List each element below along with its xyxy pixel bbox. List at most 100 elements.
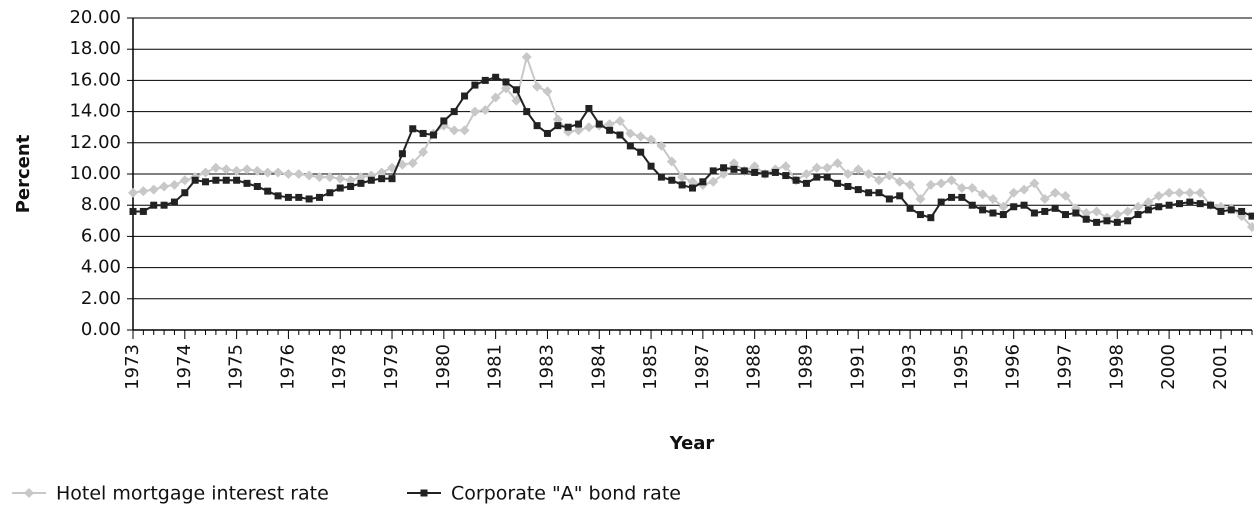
y-tick-label: 0.00 (81, 319, 121, 340)
data-point (1195, 187, 1206, 198)
data-point (1081, 208, 1092, 218)
data-point (987, 193, 998, 204)
data-point (999, 211, 1007, 219)
x-axis-title: Year (669, 433, 715, 454)
data-point (894, 176, 905, 187)
data-point (927, 214, 935, 222)
data-point (751, 168, 759, 176)
data-point (554, 122, 562, 130)
data-point (450, 108, 458, 116)
data-point (1124, 217, 1132, 225)
data-point (469, 106, 480, 117)
data-point (159, 181, 170, 192)
data-point (1164, 187, 1175, 198)
data-point (210, 162, 221, 173)
x-tick-label: 1976 (277, 344, 298, 390)
legend-label: Hotel mortgage interest rate (56, 483, 329, 505)
data-point (459, 125, 470, 136)
data-point (718, 169, 729, 179)
data-point (1103, 217, 1111, 225)
data-point (614, 115, 625, 126)
data-point (637, 148, 645, 156)
data-point (471, 81, 479, 89)
data-point (243, 179, 251, 187)
data-point (1122, 206, 1133, 217)
data-point (761, 170, 769, 178)
data-point (823, 173, 831, 181)
data-point (875, 189, 883, 197)
data-point (616, 131, 624, 139)
data-point (252, 165, 263, 176)
data-point (295, 193, 303, 201)
data-point (378, 175, 386, 183)
y-tick-label: 12.00 (69, 132, 121, 153)
data-point (241, 164, 252, 175)
data-point (1196, 200, 1204, 208)
data-point (543, 129, 551, 137)
data-point (169, 179, 180, 190)
data-point (160, 201, 168, 209)
data-point (1112, 209, 1123, 220)
data-point (1051, 204, 1059, 212)
data-point (1165, 201, 1173, 209)
data-point (1217, 207, 1225, 215)
data-point (1039, 193, 1050, 204)
data-point (511, 95, 522, 106)
data-point (200, 167, 211, 178)
data-point (801, 169, 812, 179)
data-point (1174, 187, 1185, 198)
x-tick-label: 1991 (847, 344, 868, 390)
data-point (480, 105, 491, 116)
data-point (502, 78, 510, 86)
data-point (388, 175, 396, 183)
data-point (367, 176, 375, 184)
y-tick-label: 18.00 (69, 38, 121, 59)
data-point (521, 52, 532, 62)
data-point (191, 176, 199, 184)
data-point (699, 178, 707, 186)
data-point (129, 207, 137, 215)
data-point (1060, 190, 1071, 201)
data-point (1030, 209, 1038, 217)
y-tick-label: 6.00 (81, 225, 121, 246)
data-point (419, 129, 427, 137)
x-tick-label: 1983 (536, 344, 557, 390)
data-point (998, 201, 1009, 212)
data-point (1133, 201, 1144, 212)
data-point (948, 193, 956, 201)
data-point (896, 192, 904, 200)
data-point (906, 204, 914, 212)
data-point (585, 104, 593, 112)
x-tick-label: 1987 (692, 344, 713, 390)
data-point (231, 165, 242, 176)
data-point (542, 86, 553, 97)
data-point (552, 114, 563, 125)
x-tick-label: 1998 (1106, 344, 1127, 390)
data-point (657, 173, 665, 181)
x-tick-label: 1984 (588, 344, 609, 390)
data-point (635, 131, 646, 142)
data-point (925, 179, 936, 190)
data-point (179, 175, 190, 186)
data-point (822, 162, 833, 173)
data-point (398, 150, 406, 158)
data-point (212, 176, 220, 184)
data-point (1020, 201, 1028, 209)
data-point (139, 207, 147, 215)
data-point (1050, 187, 1061, 198)
data-point (429, 131, 437, 139)
data-point (1207, 201, 1215, 209)
data-point (604, 119, 615, 130)
data-point (1248, 212, 1254, 220)
data-point (523, 108, 531, 116)
data-point (720, 164, 728, 172)
data-point (936, 178, 947, 189)
x-tick-label: 1988 (744, 344, 765, 390)
data-point (221, 164, 232, 175)
data-point (532, 81, 543, 92)
data-point (347, 182, 355, 190)
data-point (626, 142, 634, 150)
data-point (1019, 184, 1030, 195)
data-point (449, 125, 460, 136)
y-axis-title: Percent (13, 134, 34, 213)
